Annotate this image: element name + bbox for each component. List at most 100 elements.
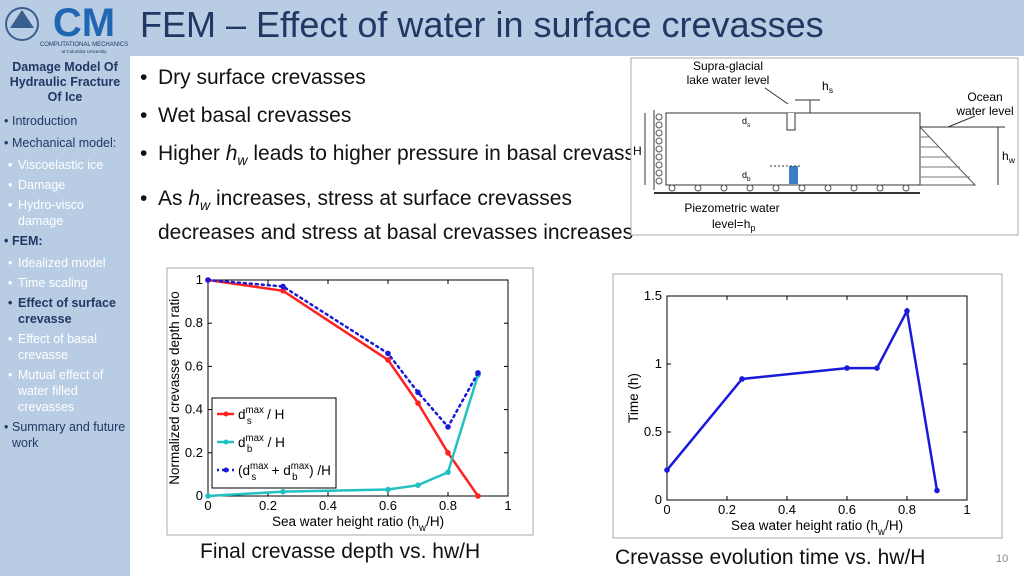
data-point [844, 365, 850, 371]
roller [655, 137, 663, 145]
text-part: Sea water height ratio (h [272, 514, 419, 529]
text-part: h [1002, 149, 1009, 163]
nav-item: Mechanical model: [4, 135, 128, 151]
variable: hw [225, 142, 248, 169]
roller [655, 121, 663, 129]
roller [655, 169, 663, 177]
nav-subitem: Time scaling [8, 275, 130, 291]
roller [798, 184, 806, 192]
text-part: Sea water height ratio (h [731, 518, 878, 533]
x-tick-label: 0.6 [838, 502, 856, 517]
label: Sea water height ratio (hw/H) [731, 518, 903, 538]
diagram-label: lake water level [687, 73, 770, 87]
series-line [206, 373, 480, 498]
script: b [292, 472, 297, 483]
script: max [250, 461, 269, 472]
data-point [415, 482, 421, 489]
script: s [747, 122, 750, 129]
data-point [385, 350, 391, 357]
caption: Crevasse evolution time vs. hw/H [615, 546, 926, 569]
nav-subitem: Effect of basal crevasse [8, 331, 130, 363]
bullet: Dry surface crevasses [140, 64, 670, 91]
text-part: /H) [426, 514, 444, 529]
data-point [445, 469, 451, 476]
logo-line: COMPUTATIONAL MECHANICS [40, 42, 128, 48]
nav-subitem: Viscoelastic ice [8, 157, 130, 173]
series-line [665, 307, 939, 492]
emblem-icon [10, 10, 34, 28]
roller [876, 184, 884, 192]
text-part: / H [263, 407, 284, 422]
subscript: w [237, 152, 248, 169]
data-point [415, 400, 421, 406]
nav-subitem: Damage [8, 177, 130, 193]
logo-mark: CM [53, 1, 115, 45]
x-tick-label: 0.2 [259, 498, 277, 513]
roller [668, 184, 676, 192]
data-point [874, 365, 880, 371]
roller [772, 184, 780, 192]
ocean-pointer [947, 115, 976, 128]
lake-pointer [764, 87, 789, 105]
nav-item: FEM: [4, 233, 128, 249]
data-point [445, 450, 451, 456]
legend-marker [223, 439, 229, 445]
bullet-text: Higher [158, 142, 226, 165]
script: max [291, 461, 310, 472]
x-tick-label: 0.4 [319, 498, 337, 513]
data-point [904, 308, 910, 314]
x-tick-label: 0 [663, 502, 670, 517]
nav-item: Summary and future work [4, 419, 128, 451]
y-tick-label: 0.2 [185, 445, 203, 460]
data-point [280, 283, 286, 290]
nav-subitem: Mutual effect of water filled crevasses [8, 367, 130, 415]
script: max [246, 433, 265, 444]
text-part: h [822, 79, 829, 93]
roller [655, 177, 663, 185]
x-tick-label: 0.8 [898, 502, 916, 517]
y-tick-label: 0.8 [185, 315, 203, 330]
script: w [418, 523, 427, 534]
script: s [251, 472, 256, 483]
nav-item: Introduction [4, 113, 128, 129]
series-line [206, 278, 480, 430]
diagram-label: Piezometric water [684, 201, 779, 215]
x-tick-label: 0.2 [718, 502, 736, 517]
label: (dmax s + dmax b) /H [238, 461, 331, 483]
diagram-label: level=hp [712, 217, 755, 233]
data-point [205, 277, 211, 283]
roller [720, 184, 728, 192]
x-tick-label: 0.4 [778, 502, 796, 517]
script: b [747, 176, 751, 183]
bullet-text: leads to higher pressure in basal crevas… [247, 142, 647, 165]
x-tick-label: 1 [504, 498, 511, 513]
diagram-label: Supra-glacial [693, 59, 763, 73]
data-point [415, 389, 421, 396]
x-tick-label: 1 [963, 502, 970, 517]
subscript: w [200, 197, 211, 214]
label: dmax b / H [238, 433, 285, 455]
diagram-label: db [742, 170, 751, 183]
sidebar-heading: Damage Model Of Hydraulic Fracture Of Ic… [9, 60, 121, 104]
roller [655, 153, 663, 161]
data-point [475, 370, 481, 376]
diagram-label: water level [955, 104, 1013, 118]
text-part: (d [238, 463, 250, 478]
diagram-label: ds [742, 116, 750, 129]
plot-area [666, 295, 968, 501]
legend-marker [223, 467, 229, 473]
roller [655, 145, 663, 153]
text-part: d [742, 170, 747, 180]
logo: CM COMPUTATIONAL MECHANICS at Columbia U… [0, 0, 130, 56]
roller [746, 184, 754, 192]
slide-title: FEM – Effect of water in surface crevass… [140, 4, 824, 45]
script: w [877, 527, 886, 538]
diagram-label: hw [1002, 149, 1016, 165]
text-part: level=h [712, 217, 750, 231]
text-part: d [742, 116, 747, 126]
x-tick-label: 0.6 [379, 498, 397, 513]
emblem [5, 7, 39, 41]
text-part: ) /H [309, 463, 331, 478]
roller [850, 184, 858, 192]
y-tick-label: 1 [196, 272, 203, 287]
